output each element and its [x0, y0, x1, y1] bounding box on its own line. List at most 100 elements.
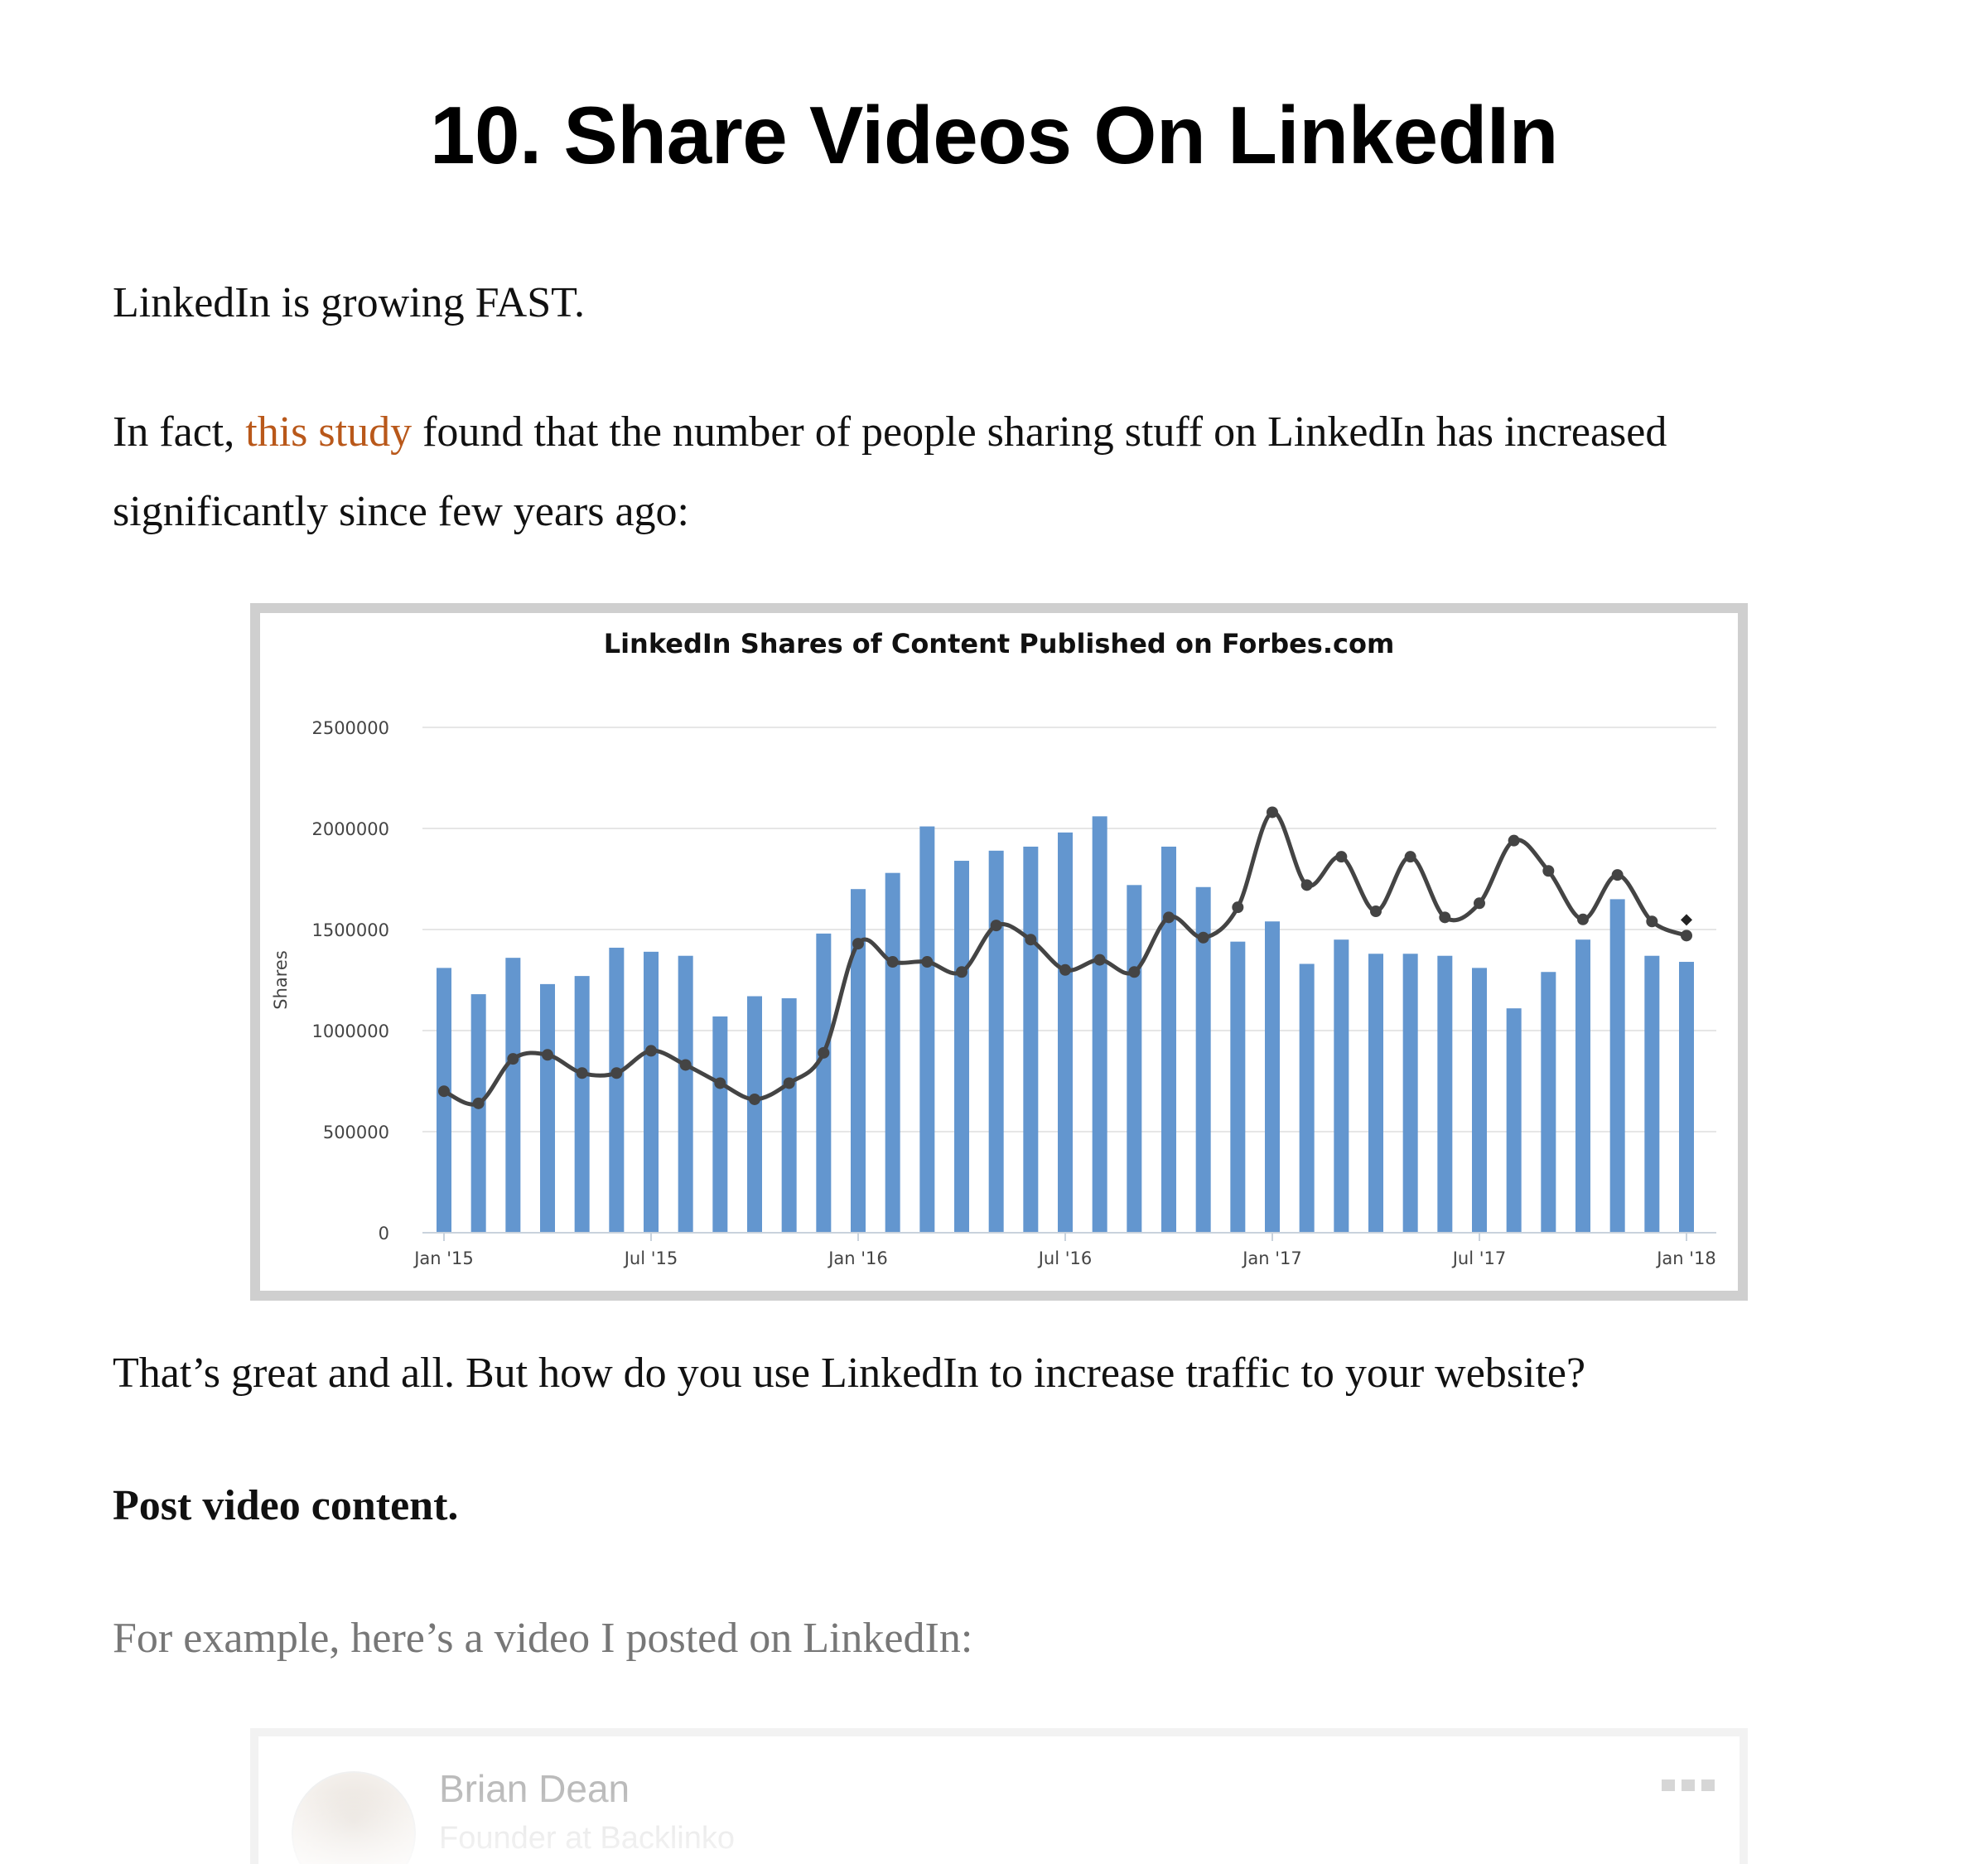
line-point	[1646, 915, 1658, 928]
bar	[609, 947, 625, 1233]
line-point	[1025, 934, 1037, 946]
y-tick-label: 0	[379, 1224, 389, 1243]
x-axis	[422, 1232, 1716, 1241]
bar	[919, 826, 935, 1233]
bar	[1541, 972, 1556, 1233]
line-point	[1267, 806, 1278, 819]
more-dots-icon[interactable]	[1662, 1779, 1715, 1791]
paragraph-question: That’s great and all. But how do you use…	[113, 1350, 1586, 1397]
bar	[1402, 954, 1418, 1233]
x-tick-label: Jan '15	[413, 1248, 474, 1268]
line-point	[438, 1085, 450, 1098]
line-point	[1232, 901, 1244, 914]
line-point	[507, 1053, 519, 1065]
line-point	[783, 1077, 795, 1089]
bar	[816, 933, 832, 1233]
y-tick-label: 500000	[323, 1123, 389, 1142]
y-tick-label: 2500000	[311, 718, 389, 738]
linkedin-post-card[interactable]: Brian Dean Founder at Backlinko	[250, 1728, 1748, 1864]
line-point	[1474, 897, 1485, 910]
x-tick-label: Jan '16	[827, 1248, 888, 1268]
line-point	[714, 1077, 726, 1089]
line-point	[818, 1046, 830, 1059]
line-point	[886, 956, 899, 968]
bar	[1437, 955, 1453, 1233]
bar	[1644, 955, 1660, 1233]
bar	[470, 994, 486, 1233]
bar	[437, 968, 451, 1233]
bar-series	[437, 816, 1694, 1233]
bar	[1127, 885, 1142, 1233]
line-point	[679, 1059, 692, 1071]
bar	[1609, 899, 1625, 1233]
bar	[678, 955, 693, 1233]
line-point	[576, 1067, 588, 1079]
line-point	[749, 1093, 760, 1105]
line-point	[1542, 865, 1555, 877]
line-point	[1370, 905, 1382, 918]
line-point	[1128, 966, 1141, 978]
bar	[781, 997, 797, 1233]
y-tick-label: 2000000	[311, 819, 389, 839]
line-point	[956, 966, 967, 978]
bar	[1265, 921, 1280, 1233]
paragraph-study-before: In fact,	[113, 408, 246, 456]
y-tick-label: 1500000	[311, 920, 389, 940]
bar	[1679, 962, 1694, 1233]
bar	[1472, 968, 1487, 1233]
chart-canvas: LinkedIn Shares of Content Published on …	[271, 628, 1716, 1268]
paragraph-study: In fact, this study found that the numbe…	[113, 393, 1769, 552]
line-point	[1611, 869, 1624, 881]
paragraph-example: For example, here’s a video I posted on …	[113, 1615, 973, 1662]
x-axis-ticks: Jan '15 Jul '15 Jan '16 Jul '16 Jan '17 Jul '…	[413, 1248, 1716, 1268]
bar	[1368, 954, 1383, 1233]
line-point	[921, 956, 934, 968]
paragraph-bold-answer: Post video content.	[113, 1482, 459, 1529]
bar	[644, 951, 659, 1233]
bar	[1506, 1008, 1522, 1233]
study-link[interactable]: this study	[245, 408, 413, 456]
line-point	[542, 1049, 553, 1061]
linkedin-shares-chart: LinkedIn Shares of Content Published on …	[250, 603, 1748, 1301]
bar	[712, 1016, 728, 1233]
line-point	[1163, 911, 1175, 924]
bar	[1575, 939, 1590, 1233]
line-point	[1439, 911, 1451, 924]
bar	[954, 861, 969, 1233]
chart-title: LinkedIn Shares of Content Published on …	[604, 628, 1395, 659]
line-point	[1093, 954, 1106, 966]
paragraph-intro: LinkedIn is growing FAST.	[113, 279, 586, 326]
y-tick-label: 1000000	[311, 1021, 389, 1041]
x-tick-label: Jul '16	[1037, 1248, 1093, 1268]
paragraph-study-after: found that the number of people sharing …	[113, 408, 1667, 535]
bar	[1230, 941, 1246, 1233]
bar	[988, 850, 1004, 1233]
line-point	[645, 1045, 657, 1057]
bar	[1334, 939, 1349, 1233]
line-point	[990, 920, 1002, 932]
line-point	[1300, 879, 1313, 891]
x-tick-label: Jul '15	[623, 1248, 678, 1268]
bar	[540, 983, 555, 1233]
bar	[1058, 832, 1073, 1233]
line-point	[610, 1067, 623, 1079]
line-point	[1197, 931, 1209, 944]
line-point	[852, 938, 864, 950]
bar	[1299, 963, 1315, 1233]
bar	[747, 996, 762, 1233]
line-point	[1508, 834, 1520, 847]
bar	[505, 958, 521, 1233]
x-tick-label: Jan '17	[1241, 1248, 1302, 1268]
bar	[851, 889, 866, 1233]
line-point	[472, 1097, 485, 1109]
bar	[885, 872, 900, 1233]
line-point	[1681, 930, 1692, 942]
author-name[interactable]: Brian Dean	[439, 1767, 630, 1810]
line-point	[1335, 851, 1348, 863]
bar	[1023, 846, 1039, 1233]
line-point	[1577, 913, 1589, 925]
bar	[574, 976, 590, 1233]
line-point	[1059, 963, 1071, 976]
avatar[interactable]	[292, 1771, 416, 1864]
